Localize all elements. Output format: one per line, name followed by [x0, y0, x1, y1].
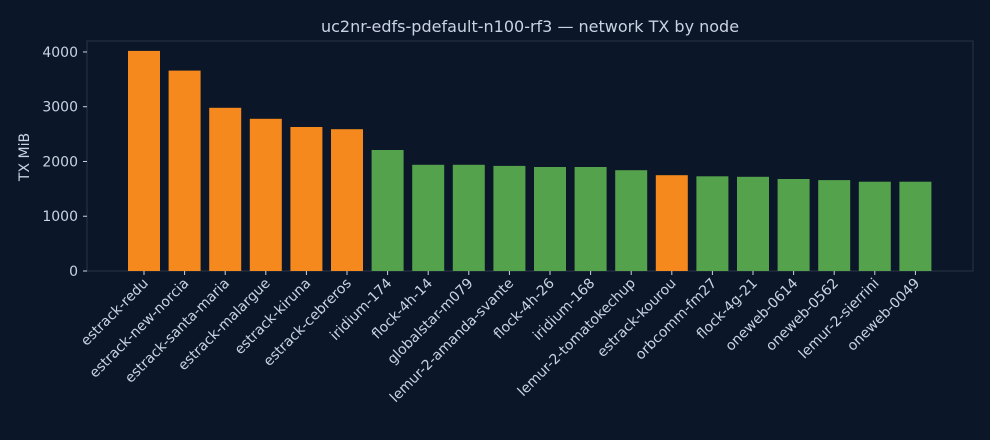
bar-lemur-2-amanda-svante: [493, 165, 526, 271]
bar-iridium-174: [371, 150, 404, 271]
bar-estrack-kourou: [655, 175, 688, 271]
x-tick-label: oneweb-0049: [844, 276, 923, 355]
x-tick-label: oneweb-0562: [763, 276, 842, 355]
bar-estrack-malargue: [249, 118, 282, 271]
bars-group: [128, 50, 932, 272]
bar-flock-4h-14: [412, 164, 445, 271]
y-tick-label: 0: [69, 264, 78, 280]
y-tick-label: 2000: [42, 154, 78, 170]
bar-estrack-kiruna: [290, 127, 323, 271]
y-tick-label: 3000: [42, 100, 78, 116]
bar-globalstar-m079: [452, 164, 485, 271]
bar-flock-4g-21: [737, 176, 769, 271]
bar-orbcomm-fm27: [696, 176, 729, 271]
x-axis: estrack-reduestrack-new-norciaestrack-sa…: [78, 271, 923, 406]
y-axis: 0 1000 2000 3000 4000: [42, 45, 87, 280]
bar-oneweb-0614: [777, 179, 810, 271]
bar-lemur-2-sierrini: [858, 181, 891, 271]
bar-iridium-168: [574, 167, 607, 271]
bar-oneweb-0049: [899, 181, 932, 271]
bar-estrack-new-norcia: [168, 70, 201, 271]
bar-estrack-santa-maria: [209, 107, 242, 271]
y-axis-label: TX MiB: [17, 133, 33, 182]
bar-oneweb-0562: [818, 180, 851, 271]
bar-flock-4h-26: [534, 167, 566, 271]
y-tick-label: 4000: [42, 45, 78, 61]
bar-lemur-2-tomatokechup: [615, 170, 648, 271]
y-tick-label: 1000: [42, 209, 78, 225]
bar-estrack-cebreros: [331, 129, 363, 271]
x-tick-label: oneweb-0614: [722, 275, 801, 354]
chart-title: uc2nr-edfs-pdefault-n100-rf3 — network T…: [321, 17, 739, 36]
bar-estrack-redu: [128, 50, 160, 272]
